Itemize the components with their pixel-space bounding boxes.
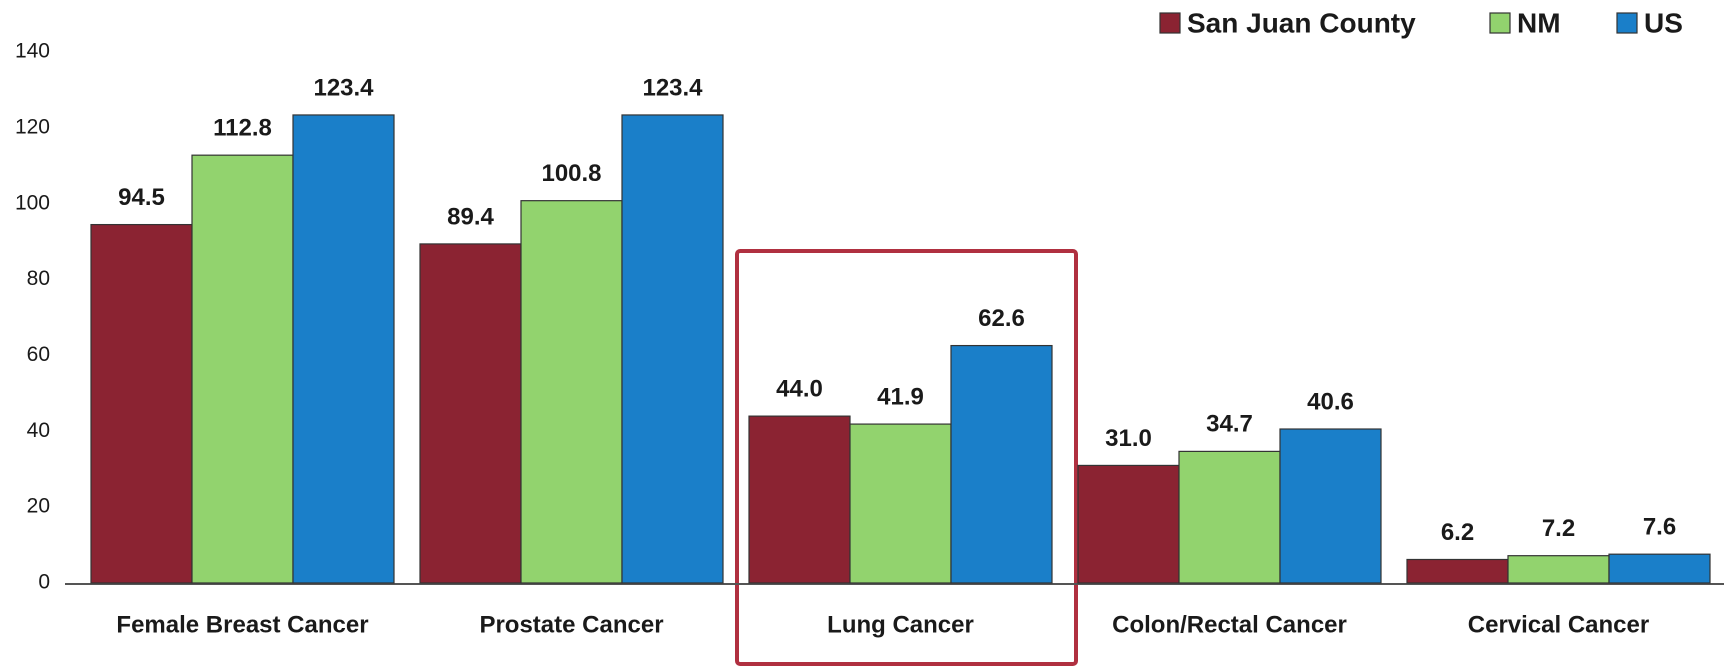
legend-swatch bbox=[1616, 12, 1638, 34]
bar bbox=[1608, 553, 1711, 584]
data-label: 89.4 bbox=[447, 203, 494, 230]
bar bbox=[191, 154, 294, 584]
data-label: 44.0 bbox=[776, 375, 823, 402]
bar bbox=[1178, 450, 1281, 584]
bar bbox=[1279, 428, 1382, 584]
bar bbox=[748, 415, 851, 584]
x-tick-label: Colon/Rectal Cancer bbox=[1112, 611, 1347, 638]
legend-label: San Juan County bbox=[1187, 7, 1416, 38]
x-tick-label: Cervical Cancer bbox=[1468, 611, 1649, 638]
y-tick-label: 120 bbox=[15, 115, 50, 138]
data-label: 112.8 bbox=[213, 115, 272, 142]
legend-label: US bbox=[1644, 7, 1683, 38]
legend-swatch bbox=[1159, 12, 1181, 34]
bar bbox=[849, 423, 952, 584]
y-tick-label: 100 bbox=[15, 191, 50, 214]
data-label: 100.8 bbox=[541, 160, 601, 187]
data-label: 7.2 bbox=[1542, 515, 1575, 542]
y-tick-label: 20 bbox=[27, 495, 50, 518]
data-label: 94.5 bbox=[118, 184, 165, 211]
bar bbox=[1507, 555, 1610, 584]
data-label: 41.9 bbox=[877, 383, 924, 410]
data-label: 123.4 bbox=[642, 74, 703, 101]
data-label: 6.2 bbox=[1441, 519, 1474, 546]
bar bbox=[1077, 464, 1180, 584]
bar bbox=[621, 114, 724, 584]
bar bbox=[1406, 558, 1509, 584]
bar bbox=[419, 243, 522, 584]
y-tick-label: 0 bbox=[38, 571, 50, 594]
data-label: 40.6 bbox=[1307, 388, 1354, 415]
y-tick-label: 40 bbox=[27, 419, 50, 442]
bar bbox=[292, 114, 395, 584]
x-tick-label: Prostate Cancer bbox=[479, 611, 663, 638]
data-label: 7.6 bbox=[1643, 514, 1676, 541]
y-tick-label: 80 bbox=[27, 267, 50, 290]
bar bbox=[520, 200, 623, 584]
data-label: 123.4 bbox=[313, 74, 374, 101]
data-label: 31.0 bbox=[1105, 425, 1152, 452]
y-tick-label: 60 bbox=[27, 343, 50, 366]
highlight-box bbox=[735, 249, 1078, 666]
legend-swatch bbox=[1489, 12, 1511, 34]
bar bbox=[90, 223, 193, 584]
y-tick-label: 140 bbox=[15, 40, 50, 63]
legend-label: NM bbox=[1517, 7, 1561, 38]
bar bbox=[950, 344, 1053, 584]
x-tick-label: Lung Cancer bbox=[827, 611, 974, 638]
data-label: 34.7 bbox=[1206, 411, 1253, 438]
x-tick-label: Female Breast Cancer bbox=[116, 611, 368, 638]
data-label: 62.6 bbox=[978, 305, 1025, 332]
